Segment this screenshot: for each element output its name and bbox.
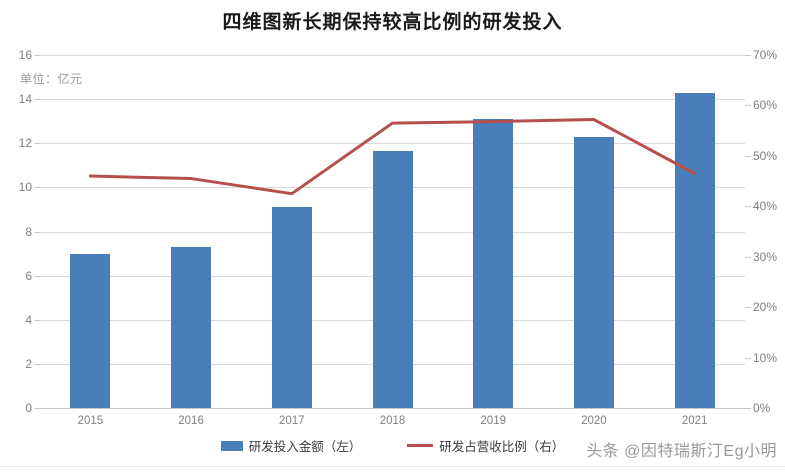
bar-2019 <box>473 118 514 408</box>
x-axis-tick-label-2020: 2020 <box>581 415 607 427</box>
bottom-divider <box>0 466 785 467</box>
left-axis-tick-mark <box>34 99 40 101</box>
right-axis-tick-mark <box>745 55 751 56</box>
chart-legend: 研发投入金额（左） 研发占营收比例（右） <box>0 436 785 455</box>
left-axis-tick-mark <box>34 363 40 365</box>
left-axis-tick-label: 12 <box>18 136 32 151</box>
right-axis-tick-label: 70% <box>753 48 778 62</box>
right-axis-tick-mark <box>745 155 751 157</box>
right-axis-tick-mark <box>745 357 751 359</box>
x-axis-tick-label-2021: 2021 <box>681 415 708 427</box>
legend-line-label: 研发占营收比例（右） <box>439 440 565 454</box>
right-axis-tick-mark <box>745 256 751 258</box>
legend-bar-label: 研发投入金额（左） <box>248 440 362 454</box>
gridline <box>40 408 745 409</box>
bar-2020 <box>573 136 614 408</box>
legend-item-line[interactable]: 研发占营收比例（右） <box>407 436 564 455</box>
left-axis-tick-mark <box>34 231 40 233</box>
x-axis-tick-label-2015: 2015 <box>77 415 104 427</box>
right-axis-tick-label: 20% <box>753 300 778 315</box>
x-axis-tick-label-2018: 2018 <box>379 415 406 427</box>
right-axis-tick-label: 60% <box>753 98 778 113</box>
right-axis-tick-label: 10% <box>753 350 778 365</box>
left-axis-tick-label: 10 <box>18 180 32 195</box>
bar-2018 <box>372 150 413 408</box>
left-axis-tick-mark <box>34 55 40 56</box>
left-axis-tick-mark <box>34 143 40 145</box>
bar-2021 <box>674 92 715 408</box>
right-axis-tick-mark <box>745 307 751 309</box>
legend-line-swatch-icon <box>407 444 434 447</box>
left-axis-tick-label: 16 <box>18 48 32 62</box>
left-axis-tick-mark <box>34 187 40 189</box>
chart-title: 四维图新长期保持较高比例的研发投入 <box>222 12 563 33</box>
bar-2016 <box>171 246 212 408</box>
unit-note: 单位：亿元 <box>20 72 83 86</box>
x-axis-tick-label-2016: 2016 <box>178 415 204 427</box>
right-axis-tick-mark <box>745 408 751 409</box>
left-axis-tick-mark <box>34 275 40 277</box>
bar-2015 <box>70 253 111 408</box>
left-axis-tick-label: 8 <box>25 224 32 239</box>
left-axis-tick-mark <box>34 319 40 321</box>
legend-bar-swatch-icon <box>220 440 243 451</box>
left-axis-tick-label: 6 <box>25 268 32 283</box>
right-axis-tick-label: 30% <box>753 249 778 264</box>
right-axis-tick-label: 0% <box>753 401 771 415</box>
left-axis-tick-label: 14 <box>18 92 32 107</box>
right-axis-tick-label: 50% <box>753 148 778 163</box>
plot-area: 0 2 4 6 8 10 12 14 16 0% 10% 20% 30% 40% 50% 60% 70% 20… <box>19 48 777 427</box>
watermark: 头条 @因特瑞斯汀Eg小明 <box>586 443 777 460</box>
left-axis-tick-label: 0 <box>25 401 32 415</box>
left-axis-tick-mark <box>34 408 40 409</box>
x-axis-tick-label-2019: 2019 <box>480 415 506 427</box>
left-axis-tick-label: 2 <box>25 356 32 371</box>
x-axis-tick-label-2017: 2017 <box>278 415 305 427</box>
left-axis-tick-label: 4 <box>25 312 32 327</box>
legend-item-bar[interactable]: 研发投入金额（左） <box>220 436 362 455</box>
bar-2017 <box>271 207 312 408</box>
gridline <box>40 55 745 56</box>
right-axis-tick-label: 40% <box>753 199 778 214</box>
gridline <box>40 99 745 101</box>
right-axis-tick-mark <box>745 206 751 208</box>
right-axis-tick-mark <box>745 105 751 107</box>
gridline <box>40 143 745 145</box>
